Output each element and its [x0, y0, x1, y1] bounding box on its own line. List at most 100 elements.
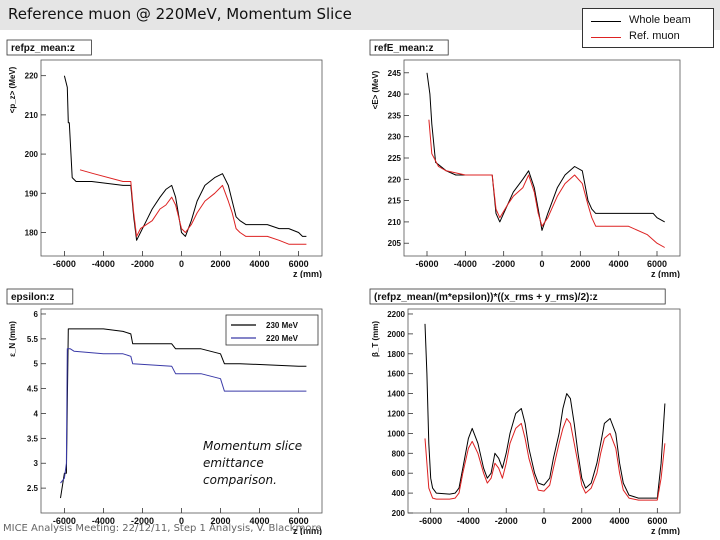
chart-title-box — [369, 288, 666, 305]
y-axis-label: <E> (MeV) — [371, 70, 380, 109]
footer-text: MICE Analysis Meeting: 22/12/11, Step 1 … — [3, 523, 322, 534]
x-tick-label: -2000 — [131, 516, 154, 526]
y-tick-label: 205 — [388, 239, 402, 248]
y-tick-label: 6 — [34, 310, 39, 319]
y-tick-label: 245 — [388, 69, 402, 78]
chart-panel-refe: refE_mean:z -6000 -4000 -2000 0 2000 4000 6000 2… — [368, 38, 688, 279]
x-tick-label: 0 — [179, 259, 184, 269]
y-tick-label: 1000 — [387, 429, 405, 438]
y-axis-label: <p_z> (MeV) — [8, 66, 17, 113]
y-tick-label: 5.5 — [27, 335, 39, 344]
y-tick-label: 4.5 — [27, 385, 39, 394]
y-tick-label: 3.5 — [27, 434, 39, 443]
x-tick-label: -2000 — [131, 259, 154, 269]
chart-title: (refpz_mean/(m*epsilon))*((x_rms + y_rms… — [374, 292, 598, 303]
chart-legend-label: 230 MeV — [266, 321, 299, 330]
y-tick-label: 1400 — [387, 390, 405, 399]
series-line-1 — [428, 119, 665, 248]
x-axis-label: z (mm) — [293, 269, 322, 278]
y-tick-label: 2200 — [387, 310, 405, 319]
x-tick-label: 6000 — [289, 259, 309, 269]
chart-panel-beta: (refpz_mean/(m*epsilon))*((x_rms + y_rms… — [368, 287, 688, 536]
legend-label-whole-beam: Whole beam — [629, 14, 691, 26]
y-tick-label: 800 — [392, 449, 406, 458]
page-title: Reference muon @ 220MeV, Momentum Slice — [8, 5, 352, 23]
y-tick-label: 400 — [392, 489, 406, 498]
chart-panel-refpz: refpz_mean:z -6000 -4000 -2000 0 2000 4000 6000… — [5, 38, 330, 279]
chart-title: refpz_mean:z — [11, 43, 75, 54]
series-line-1 — [424, 418, 666, 501]
x-tick-label: -2000 — [492, 259, 515, 269]
y-axis-label: β_T (mm) — [371, 321, 380, 357]
chart-title-box — [6, 39, 92, 56]
x-tick-label: -2000 — [495, 516, 518, 526]
x-axis-label: z (mm) — [651, 269, 680, 278]
y-tick-label: 1600 — [387, 370, 405, 379]
y-tick-label: 220 — [25, 72, 39, 81]
chart-title: refE_mean:z — [374, 43, 433, 54]
x-tick-label: -4000 — [454, 259, 477, 269]
chart-title: epsilon:z — [11, 292, 54, 303]
x-tick-label: 6000 — [289, 516, 309, 526]
y-tick-label: 215 — [388, 197, 402, 206]
chart-legend-label: 220 MeV — [266, 334, 299, 343]
y-tick-label: 210 — [388, 218, 402, 227]
x-tick-label: -4000 — [92, 516, 115, 526]
x-tick-label: 4000 — [250, 516, 270, 526]
x-tick-label: 4000 — [250, 259, 270, 269]
y-tick-label: 200 — [392, 509, 406, 518]
x-tick-label: -6000 — [53, 516, 76, 526]
chart-refe-svg: refE_mean:z -6000 -4000 -2000 0 2000 4000 6000 2… — [369, 39, 681, 279]
y-tick-label: 2.5 — [27, 484, 39, 493]
x-tick-label: 2000 — [211, 516, 231, 526]
x-axis-label: z (mm) — [651, 526, 680, 535]
y-tick-label: 200 — [25, 150, 39, 159]
chart-panel-epsilon: epsilon:z -6000 -4000 -2000 0 2000 4000 6000 2.5… — [5, 287, 330, 536]
x-tick-label: 0 — [179, 516, 184, 526]
plot-frame — [407, 308, 681, 514]
x-tick-label: 4000 — [610, 516, 630, 526]
chart-title-box — [6, 288, 74, 305]
series-line-0 — [424, 323, 666, 499]
y-tick-label: 1800 — [387, 350, 405, 359]
plot-frame — [40, 59, 323, 257]
y-tick-label: 210 — [25, 111, 39, 120]
series-line-1 — [79, 169, 307, 245]
legend-swatch-ref-muon — [591, 37, 621, 38]
x-tick-label: -6000 — [419, 516, 442, 526]
y-axis-label: ε_N (mm) — [8, 321, 17, 357]
y-tick-label: 2000 — [387, 330, 405, 339]
x-tick-label: 2000 — [570, 259, 590, 269]
y-tick-label: 3 — [34, 459, 39, 468]
y-tick-label: 4 — [34, 409, 39, 418]
x-tick-label: 4000 — [609, 259, 629, 269]
annotation-text: Momentum slice emittance comparison. — [203, 439, 303, 487]
x-tick-label: 0 — [539, 259, 544, 269]
series-line-1 — [60, 348, 307, 484]
y-tick-label: 220 — [388, 175, 402, 184]
chart-legend-box — [225, 314, 319, 346]
x-tick-label: -6000 — [53, 259, 76, 269]
legend-swatch-whole-beam — [591, 21, 621, 22]
y-tick-label: 190 — [25, 189, 39, 198]
x-tick-label: 0 — [541, 516, 546, 526]
y-tick-label: 600 — [392, 469, 406, 478]
chart-beta-svg: (refpz_mean/(m*epsilon))*((x_rms + y_rms… — [369, 288, 681, 536]
x-tick-label: 6000 — [647, 516, 667, 526]
y-tick-label: 240 — [388, 90, 402, 99]
x-tick-label: -4000 — [92, 259, 115, 269]
y-tick-label: 225 — [388, 154, 402, 163]
x-tick-label: -6000 — [415, 259, 438, 269]
chart-epsilon-svg: epsilon:z -6000 -4000 -2000 0 2000 4000 6000 2.5… — [6, 288, 323, 536]
y-tick-label: 235 — [388, 111, 402, 120]
x-tick-label: 6000 — [647, 259, 667, 269]
x-axis-label: z (mm) — [293, 526, 322, 535]
x-tick-label: -4000 — [457, 516, 480, 526]
x-tick-label: 2000 — [211, 259, 231, 269]
y-tick-label: 5 — [34, 360, 39, 369]
y-tick-label: 1200 — [387, 409, 405, 418]
chart-title-box — [369, 39, 449, 56]
top-legend: Whole beam Ref. muon — [582, 8, 714, 48]
chart-refpz-svg: refpz_mean:z -6000 -4000 -2000 0 2000 4000 6000… — [6, 39, 323, 279]
y-tick-label: 180 — [25, 228, 39, 237]
